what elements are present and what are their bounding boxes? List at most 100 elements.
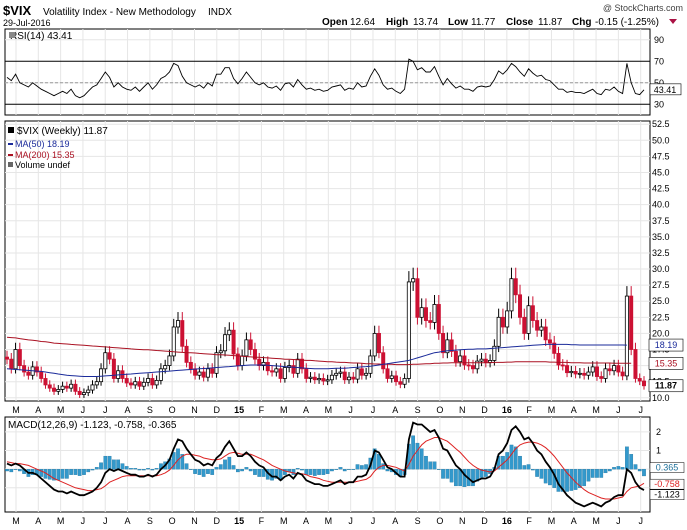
candle-body bbox=[590, 366, 595, 373]
candle-body bbox=[359, 368, 364, 376]
candle-body bbox=[60, 385, 65, 390]
xaxis-label-top: A bbox=[571, 405, 577, 415]
candle-body bbox=[193, 368, 198, 376]
xaxis-label-top: M bbox=[592, 405, 600, 415]
macd-histogram-bar bbox=[590, 469, 595, 478]
marks-layer: 52.5 50.0 47.5 45.0 42.5 40.0 37.5 35.0 32.5 30.0… bbox=[5, 35, 685, 526]
price-tick-label: 27.5 bbox=[652, 280, 670, 290]
macd-histogram-bar bbox=[548, 469, 552, 486]
macd-value-tag-box bbox=[649, 489, 685, 500]
xaxis-label-bottom: A bbox=[35, 516, 41, 526]
macd-histogram-bar bbox=[56, 469, 61, 481]
macd-histogram-bar bbox=[206, 469, 210, 474]
legend-ma200: MA(200) 15.35 bbox=[15, 150, 75, 160]
candle-body bbox=[406, 281, 411, 379]
candle-body bbox=[428, 320, 433, 323]
candle-body bbox=[13, 349, 18, 370]
xaxis-label-top: A bbox=[303, 405, 309, 415]
candle-body bbox=[146, 378, 151, 383]
xaxis-label-bottom: J bbox=[103, 516, 108, 526]
macd-histogram-bar bbox=[535, 469, 539, 477]
macd-histogram-bar bbox=[509, 444, 514, 470]
candle-body bbox=[77, 390, 82, 395]
high-value: 13.74 bbox=[413, 17, 438, 28]
candle-body bbox=[5, 356, 10, 360]
xaxis-label-bottom: F bbox=[259, 516, 265, 526]
price-tick-label: 37.5 bbox=[652, 216, 670, 226]
candle-body bbox=[372, 333, 377, 357]
candle-body bbox=[415, 278, 420, 318]
macd-histogram-bar bbox=[308, 469, 313, 475]
candle-body bbox=[509, 278, 514, 312]
macd-histogram-bar bbox=[454, 469, 458, 487]
candle-body bbox=[86, 389, 91, 394]
candle-body bbox=[577, 372, 582, 375]
macd-histogram-bar bbox=[578, 469, 582, 488]
candle-body bbox=[479, 358, 484, 362]
candle-body bbox=[201, 371, 206, 378]
macd-histogram-bar bbox=[526, 464, 531, 470]
candle-body bbox=[436, 304, 441, 334]
candle-body bbox=[210, 368, 215, 374]
open-label: Open bbox=[322, 17, 348, 28]
macd-histogram-bar bbox=[261, 469, 266, 477]
legend-volume: Volume undef bbox=[15, 160, 71, 170]
close-label: Close bbox=[506, 17, 534, 28]
candle-body bbox=[453, 351, 458, 363]
xaxis-label-bottom: J bbox=[638, 516, 643, 526]
price-tick-label: 52.5 bbox=[652, 119, 670, 129]
close-tag-box bbox=[648, 379, 684, 393]
price-tick-label: 20.0 bbox=[652, 328, 670, 338]
macd-histogram-bar bbox=[441, 469, 445, 479]
xaxis-label-bottom: M bbox=[325, 516, 333, 526]
candle-body bbox=[355, 368, 360, 380]
xaxis-label-bottom: M bbox=[280, 516, 288, 526]
rsi-tick-label: 50 bbox=[654, 78, 664, 88]
candle-body bbox=[39, 371, 44, 379]
macd-histogram-bar bbox=[317, 469, 321, 475]
candle-body bbox=[111, 358, 116, 379]
macd-histogram-bar bbox=[432, 461, 437, 470]
macd-histogram-bar bbox=[107, 455, 112, 470]
legend-ma50: MA(50) 18.19 bbox=[15, 139, 70, 149]
candle-body bbox=[265, 361, 270, 372]
macd-histogram-bar bbox=[171, 452, 176, 470]
macd-histogram-bar bbox=[355, 464, 360, 470]
rsi-tick-label: 90 bbox=[654, 35, 664, 45]
candle-body bbox=[449, 339, 454, 352]
macd-histogram-bar bbox=[445, 469, 450, 479]
candle-body bbox=[586, 371, 591, 376]
candle-body bbox=[599, 376, 604, 379]
xaxis-label-top: F bbox=[526, 405, 532, 415]
candle-body bbox=[252, 349, 257, 360]
macd-histogram-bar bbox=[637, 469, 642, 472]
macd-histogram-bar bbox=[236, 469, 240, 473]
candle-body bbox=[334, 372, 339, 376]
candle-body bbox=[163, 365, 168, 370]
macd-histogram-bar bbox=[582, 469, 586, 487]
xaxis-label-bottom: M bbox=[12, 516, 20, 526]
candle-body bbox=[317, 378, 322, 381]
rsi-panel bbox=[4, 28, 651, 116]
candle-body bbox=[22, 365, 27, 373]
candle-body bbox=[240, 355, 245, 366]
candle-body bbox=[171, 326, 176, 357]
macd-histogram-bar bbox=[82, 469, 86, 475]
price-tick-label: 22.5 bbox=[652, 312, 670, 322]
candle-body bbox=[137, 381, 142, 387]
candle-body bbox=[624, 295, 629, 377]
candle-body bbox=[150, 378, 155, 386]
macd-histogram-bar bbox=[124, 466, 129, 470]
macd-histogram-bar bbox=[103, 455, 108, 470]
macd-histogram-bar bbox=[513, 446, 518, 470]
macd-histogram-bar bbox=[304, 469, 309, 475]
macd-histogram-bar bbox=[560, 469, 565, 492]
macd-histogram-bar bbox=[99, 462, 103, 470]
macd-histogram-bar bbox=[522, 465, 527, 470]
xaxis-label-top: A bbox=[35, 405, 41, 415]
candle-body bbox=[423, 307, 428, 321]
macd-histogram-bar bbox=[30, 469, 35, 475]
candle-body bbox=[244, 339, 249, 357]
macd-histogram-bar bbox=[351, 469, 356, 470]
xaxis-label-top: O bbox=[169, 405, 176, 415]
